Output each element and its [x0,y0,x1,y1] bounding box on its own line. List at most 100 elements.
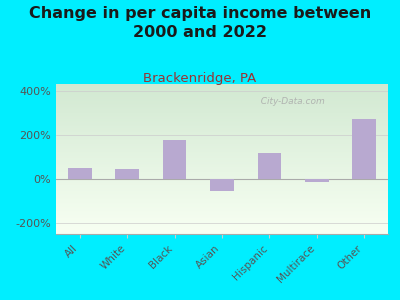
Bar [56,173,388,174]
Bar [56,161,388,162]
Bar [56,160,388,161]
Bar [56,136,388,137]
Bar [163,140,186,179]
Bar [56,214,388,215]
Bar [352,119,376,179]
Bar [56,111,388,112]
Bar [56,164,388,165]
Bar [56,197,388,198]
Bar [56,189,388,190]
Bar [56,198,388,199]
Bar [56,134,388,135]
Bar [56,129,388,130]
Text: City-Data.com: City-Data.com [255,98,325,106]
Bar [56,208,388,209]
Bar [56,148,388,149]
Bar [210,179,234,191]
Bar [56,202,388,203]
Bar [56,223,388,224]
Bar [56,140,388,141]
Bar [56,85,388,86]
Bar [56,200,388,201]
Bar [115,169,139,179]
Bar [56,194,388,195]
Bar [56,218,388,219]
Bar [56,114,388,115]
Bar [56,230,388,231]
Bar [56,100,388,101]
Bar [56,88,388,89]
Bar [56,183,388,184]
Bar [56,228,388,229]
Bar [56,168,388,169]
Bar [56,196,388,197]
Bar [56,154,388,155]
Bar [56,224,388,225]
Bar [56,118,388,119]
Bar [56,201,388,202]
Bar [56,123,388,124]
Bar [56,207,388,208]
Bar [56,176,388,177]
Bar [56,216,388,217]
Bar [56,132,388,133]
Bar [56,118,388,119]
Bar [56,98,388,99]
Bar [56,110,388,111]
Bar [56,225,388,226]
Bar [56,125,388,126]
Bar [56,105,388,106]
Bar [56,150,388,151]
Bar [56,209,388,210]
Bar [68,168,92,179]
Bar [56,195,388,196]
Bar [56,99,388,100]
Bar [56,147,388,148]
Bar [56,210,388,211]
Bar [56,182,388,183]
Bar [56,221,388,222]
Bar [56,175,388,176]
Bar [56,219,388,220]
Bar [56,102,388,103]
Bar [56,112,388,113]
Bar [56,101,388,102]
Bar [56,120,388,121]
Bar [56,213,388,214]
Bar [56,171,388,172]
Bar [56,106,388,107]
Bar [56,156,388,157]
Bar [56,167,388,168]
Bar [56,155,388,156]
Bar [56,97,388,98]
Bar [56,117,388,118]
Bar [56,158,388,159]
Bar [56,96,388,97]
Bar [56,94,388,95]
Bar [56,233,388,234]
Bar [56,199,388,200]
Bar [56,206,388,207]
Bar [56,162,388,163]
Bar [56,204,388,205]
Bar [56,172,388,173]
Bar [56,163,388,164]
Bar [56,187,388,188]
Bar [258,154,281,179]
Bar [56,135,388,136]
Text: Change in per capita income between
2000 and 2022: Change in per capita income between 2000… [29,6,371,40]
Bar [56,186,388,187]
Bar [56,177,388,178]
Bar [56,141,388,142]
Bar [56,226,388,227]
Bar [56,159,388,160]
Bar [56,169,388,170]
Bar [56,144,388,145]
Bar [56,92,388,93]
Bar [56,157,388,158]
Bar [56,178,388,179]
Bar [56,124,388,125]
Bar [56,115,388,116]
Bar [56,146,388,147]
Text: Brackenridge, PA: Brackenridge, PA [143,72,257,85]
